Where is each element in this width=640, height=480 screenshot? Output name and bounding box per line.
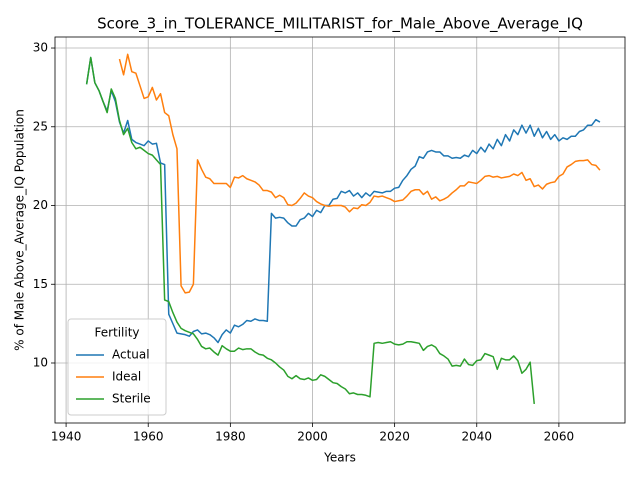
series-line xyxy=(85,56,601,344)
y-tick-label: 20 xyxy=(33,198,48,212)
series-line xyxy=(118,53,601,294)
x-tick-label: 2060 xyxy=(544,430,575,444)
legend-label: Sterile xyxy=(112,392,151,406)
x-tick-label: 2000 xyxy=(297,430,328,444)
y-tick-label: 30 xyxy=(33,41,48,55)
series-line xyxy=(85,56,535,405)
x-tick-label: 2020 xyxy=(379,430,410,444)
legend-label: Actual xyxy=(112,348,150,362)
x-tick-label: 1960 xyxy=(133,430,164,444)
legend: Fertility Actual Ideal Sterile xyxy=(67,318,167,416)
x-tick-label: 2040 xyxy=(461,430,492,444)
y-tick-label: 15 xyxy=(33,277,48,291)
y-tick-label: 10 xyxy=(33,355,48,369)
y-axis-label: % of Male Above_Average_IQ Population xyxy=(13,109,27,351)
legend-label: Ideal xyxy=(112,370,141,384)
legend-box xyxy=(67,318,167,416)
ticks: 1940 1960 1980 2000 2020 2040 2060 10 15 20 25 30 xyxy=(33,41,574,444)
x-tick-label: 1940 xyxy=(51,430,82,444)
legend-title: Fertility xyxy=(94,326,139,340)
x-tick-label: 1980 xyxy=(215,430,246,444)
y-tick-label: 25 xyxy=(33,119,48,133)
x-axis-label: Years xyxy=(323,451,356,465)
lines xyxy=(85,53,601,405)
chart-title: Score_3_in_TOLERANCE_MILITARIST_for_Male… xyxy=(97,15,583,34)
plot-frame xyxy=(54,36,626,424)
